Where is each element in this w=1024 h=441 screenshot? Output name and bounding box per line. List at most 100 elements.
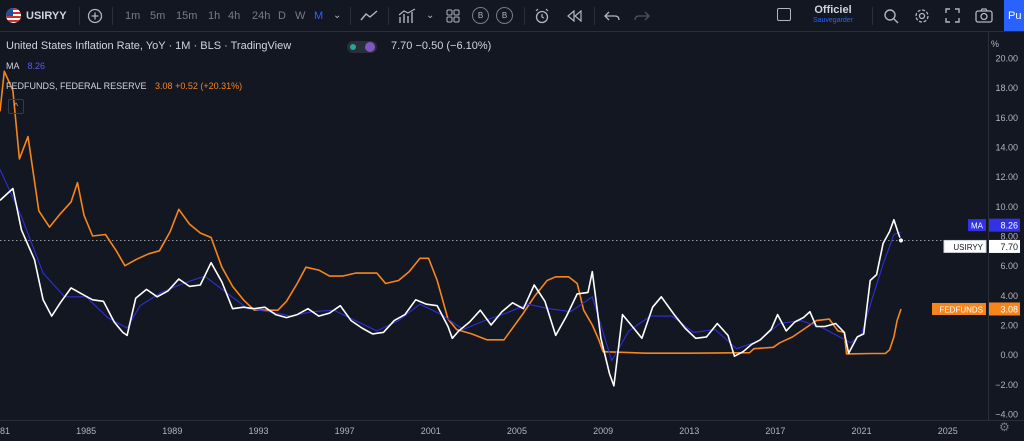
layout-name[interactable]: Officiel — [814, 4, 852, 16]
x-tick-label: 1997 — [335, 426, 355, 436]
collapse-legend-button[interactable]: ^ — [8, 99, 24, 114]
us-flag-icon — [6, 8, 21, 23]
search-icon[interactable] — [883, 0, 899, 31]
y-tick-label: 16.00 — [995, 113, 1018, 123]
series-line-fedfunds — [0, 70, 902, 355]
fedfunds-legend-label: FEDFUNDS, FEDERAL RESERVE — [6, 81, 147, 91]
fedfunds-legend-value: 3.08 +0.52 (+20.31%) — [155, 81, 243, 91]
y-tick-label: −4.00 — [995, 410, 1018, 420]
x-tick-label: 2017 — [765, 426, 785, 436]
toolbar-divider — [594, 7, 595, 25]
price-tag-value: 7.70 — [1000, 242, 1018, 252]
compare-b-icon[interactable]: B — [496, 0, 513, 31]
interval-4h[interactable]: 4h — [228, 9, 241, 22]
price-chart[interactable]: % 20.00 18.00 16.00 14.00 12.00 10.00 8.00 6.00 4… — [0, 32, 1024, 441]
chart-type-icon[interactable] — [360, 0, 378, 31]
toolbar-divider — [350, 7, 351, 25]
market-status-toggle[interactable] — [347, 41, 377, 53]
series-line-ma — [0, 169, 902, 362]
x-tick-label: 2025 — [938, 426, 958, 436]
layout-save-status[interactable]: Sauvegarder — [812, 17, 854, 24]
interval-24h[interactable]: 24h — [252, 9, 271, 22]
top-toolbar: USIRYY 1m 5m 15m 1h 4h 24h D W M ⌄ ⌄ B B… — [0, 0, 1024, 32]
templates-grid-icon[interactable] — [446, 0, 460, 31]
compare-b-label: B — [496, 7, 513, 24]
y-tick-label: 12.00 — [995, 172, 1018, 182]
x-tick-label: 2001 — [421, 426, 441, 436]
ma-legend-label: MA — [6, 61, 20, 71]
y-tick-label: 18.00 — [995, 83, 1018, 93]
toolbar-divider — [112, 7, 113, 25]
x-tick-label: 1985 — [76, 426, 96, 436]
price-tag-ma_tag: MA 8.26 — [968, 218, 1020, 232]
y-tick-label: 6.00 — [1000, 261, 1018, 271]
replay-icon[interactable] — [566, 0, 582, 31]
y-tick-label: 0.00 — [1000, 350, 1018, 360]
interval-d[interactable]: D — [278, 9, 286, 22]
symbol-search-button[interactable]: USIRYY — [26, 9, 67, 22]
interval-1h[interactable]: 1h — [208, 9, 221, 22]
x-tick-label: 1993 — [248, 426, 268, 436]
series-line-inflation — [0, 187, 902, 387]
x-tick-label: 1989 — [162, 426, 182, 436]
gear-icon[interactable] — [914, 0, 930, 31]
fedfunds-legend[interactable]: FEDFUNDS, FEDERAL RESERVE 3.08 +0.52 (+2… — [6, 81, 242, 91]
x-tick-label: 2013 — [679, 426, 699, 436]
x-tick-label: 2005 — [507, 426, 527, 436]
y-axis-unit: % — [991, 39, 999, 49]
interval-m-active[interactable]: M — [314, 9, 324, 22]
toolbar-divider — [524, 7, 525, 25]
price-tag-value-bg — [989, 218, 1020, 232]
ma-legend[interactable]: MA 8.26 — [6, 61, 45, 71]
camera-icon[interactable] — [975, 0, 993, 31]
y-tick-label: 8.00 — [1000, 232, 1018, 242]
price-tag-name: USIRYY — [953, 243, 983, 252]
chevron-down-icon[interactable]: ⌄ — [333, 10, 342, 21]
interval-1m[interactable]: 1m — [125, 9, 141, 22]
ma-legend-value: 8.26 — [27, 61, 46, 71]
price-tag-name-bg — [943, 239, 987, 253]
status-knob-icon — [365, 42, 375, 52]
redo-icon[interactable] — [634, 0, 650, 31]
interval-5m[interactable]: 5m — [150, 9, 166, 22]
price-tag-value-bg — [989, 239, 1020, 253]
price-tag-value: 3.08 — [1000, 304, 1018, 314]
interval-w[interactable]: W — [295, 9, 306, 22]
x-tick-label: 2021 — [852, 426, 872, 436]
toolbar-divider — [872, 7, 873, 25]
y-tick-label: 2.00 — [1000, 321, 1018, 331]
interval-15m[interactable]: 15m — [176, 9, 198, 22]
compare-b-label: B — [472, 7, 489, 24]
alert-clock-icon[interactable] — [534, 0, 551, 31]
layout-icon[interactable] — [777, 8, 791, 21]
price-tag-name: FEDFUNDS — [939, 305, 983, 314]
price-tag-name: MA — [971, 222, 984, 231]
scale-settings-icon[interactable]: ⚙ — [999, 420, 1010, 434]
chevron-down-icon[interactable]: ⌄ — [426, 10, 435, 21]
y-tick-label: 20.00 — [995, 54, 1018, 64]
fullscreen-icon[interactable] — [945, 0, 960, 31]
price-tag-last_tag: USIRYY 7.70 — [943, 239, 1020, 253]
indicators-icon[interactable] — [398, 0, 416, 31]
main-change-value: −0.50 (−6.10%) — [415, 40, 492, 52]
y-tick-label: −2.00 — [995, 380, 1018, 390]
toolbar-divider — [79, 7, 80, 25]
y-tick-label: 4.00 — [1000, 291, 1018, 301]
toolbar-divider — [388, 7, 389, 25]
last-point-marker — [897, 237, 905, 244]
undo-icon[interactable] — [604, 0, 620, 31]
main-series-legend[interactable]: United States Inflation Rate, YoY · 1M ·… — [6, 40, 491, 52]
price-tag-value-bg — [989, 302, 1020, 316]
x-tick-label: 2009 — [593, 426, 613, 436]
price-tag-name-bg — [968, 219, 986, 232]
main-last-value: 7.70 — [391, 40, 413, 52]
price-tag-value: 8.26 — [1000, 221, 1018, 231]
x-tick-label: 81 — [0, 426, 10, 436]
main-series-values: 7.70 −0.50 (−6.10%) — [391, 40, 491, 52]
main-series-title: United States Inflation Rate, YoY · 1M ·… — [6, 40, 292, 52]
publish-button[interactable]: Pu — [1004, 0, 1024, 31]
y-tick-label: 14.00 — [995, 143, 1018, 153]
compare-b-icon[interactable]: B — [472, 0, 489, 31]
y-tick-label: 10.00 — [995, 202, 1018, 212]
add-symbol-icon[interactable] — [87, 0, 103, 31]
